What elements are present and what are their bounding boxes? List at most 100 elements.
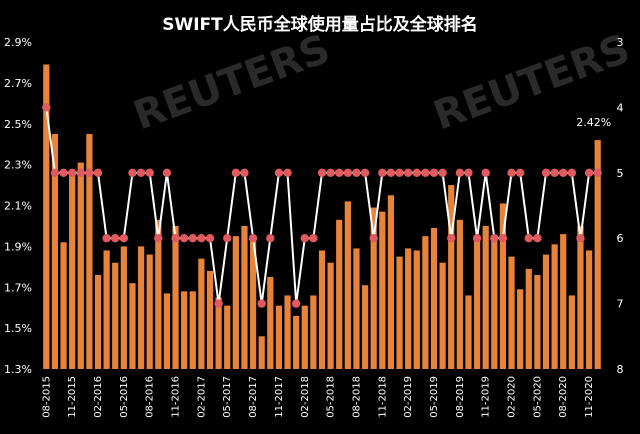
bar <box>413 250 420 369</box>
bar <box>112 262 119 369</box>
bar <box>482 225 489 369</box>
rank-point <box>283 168 292 177</box>
x-tick-label: 11-2019 <box>481 376 492 418</box>
rank-point <box>128 168 137 177</box>
left-tick-label: 2.9% <box>4 36 32 49</box>
right-tick-label: 7 <box>617 298 624 311</box>
bar <box>473 238 481 369</box>
x-tick-label: 11-2015 <box>67 376 78 418</box>
bar <box>465 295 472 369</box>
rank-point <box>171 234 180 243</box>
x-tick-label: 08-2020 <box>558 376 569 418</box>
rank-point <box>369 234 378 243</box>
rank-point <box>240 168 249 177</box>
rank-point <box>214 299 223 308</box>
rank-point <box>515 168 525 177</box>
bar <box>353 248 360 369</box>
left-tick-label: 1.7% <box>4 281 32 294</box>
rank-point <box>197 234 206 243</box>
bar <box>310 295 317 369</box>
rank-point <box>524 234 533 243</box>
bar <box>336 219 343 369</box>
x-tick-label: 08-2018 <box>351 376 362 418</box>
x-tick-label: 05-2019 <box>429 376 440 418</box>
rank-point <box>42 103 51 112</box>
rank-point <box>59 168 68 177</box>
x-tick-label: 02-2018 <box>300 376 311 418</box>
bar <box>370 207 377 369</box>
bar <box>508 256 515 369</box>
bar <box>103 250 110 369</box>
rank-point <box>412 168 421 177</box>
right-axis-ticks: 3 4 5 6 7 8 <box>617 36 624 376</box>
rank-point <box>274 168 284 177</box>
bar <box>387 195 395 369</box>
left-tick-label: 2.5% <box>4 118 32 131</box>
bar <box>301 305 308 369</box>
x-tick-label: 08-2019 <box>455 376 466 418</box>
right-tick-label: 3 <box>617 36 624 49</box>
rank-point <box>50 168 60 177</box>
x-tick-label: 11-2017 <box>274 376 285 418</box>
rank-point <box>507 168 516 177</box>
bar <box>551 244 558 369</box>
rank-point <box>136 168 146 177</box>
bar <box>379 211 386 369</box>
rank-point <box>490 234 499 243</box>
rank-point <box>386 168 396 177</box>
bar <box>137 246 145 369</box>
bar <box>577 225 584 369</box>
bar <box>405 248 412 369</box>
rank-point <box>567 168 577 177</box>
line-group <box>42 103 602 308</box>
rank-point <box>102 234 111 243</box>
rank-point <box>360 168 370 177</box>
rank-point <box>429 168 439 177</box>
rank-point <box>111 234 120 243</box>
last-value-annotation: 2.42% <box>576 116 611 129</box>
bar <box>275 305 283 369</box>
bar <box>86 133 93 369</box>
bar <box>241 225 248 369</box>
rank-point <box>403 168 413 177</box>
left-axis-ticks: 1.3% 1.5% 1.7% 1.9% 2.1% 2.3% 2.5% 2.7% 2.9% <box>4 36 32 376</box>
rank-point <box>291 299 301 308</box>
rank-point <box>257 299 266 308</box>
rank-point <box>223 234 232 243</box>
bar <box>129 283 136 369</box>
x-tick-label: 11-2018 <box>377 376 388 418</box>
rank-point <box>584 168 594 177</box>
bar <box>396 256 403 369</box>
rank-point <box>593 168 602 177</box>
x-tick-label: 02-2020 <box>507 376 518 418</box>
bar <box>120 246 127 369</box>
bar <box>534 274 541 369</box>
bar <box>594 140 601 369</box>
bar <box>198 258 205 369</box>
left-tick-label: 1.9% <box>4 240 32 253</box>
rank-point <box>438 168 447 177</box>
bar <box>430 227 438 369</box>
bar <box>181 291 188 369</box>
x-tick-label: 08-2015 <box>41 376 52 418</box>
bar <box>293 315 300 369</box>
x-tick-label: 02-2017 <box>196 376 207 418</box>
left-tick-label: 2.3% <box>4 159 32 172</box>
rank-point <box>317 168 327 177</box>
bar <box>43 64 50 369</box>
x-tick-label: 05-2017 <box>222 376 233 418</box>
left-tick-label: 2.7% <box>4 77 32 90</box>
bar <box>51 133 59 369</box>
x-tick-label: 05-2016 <box>119 376 130 418</box>
rank-point <box>248 234 258 243</box>
rank-point <box>300 234 309 243</box>
x-tick-label: 02-2019 <box>403 376 414 418</box>
rank-point <box>481 168 490 177</box>
bar <box>77 162 84 369</box>
rank-point <box>455 168 465 177</box>
rank-point <box>154 234 163 243</box>
bar <box>585 250 593 369</box>
x-tick-label: 08-2016 <box>145 376 156 418</box>
bar <box>146 254 153 369</box>
